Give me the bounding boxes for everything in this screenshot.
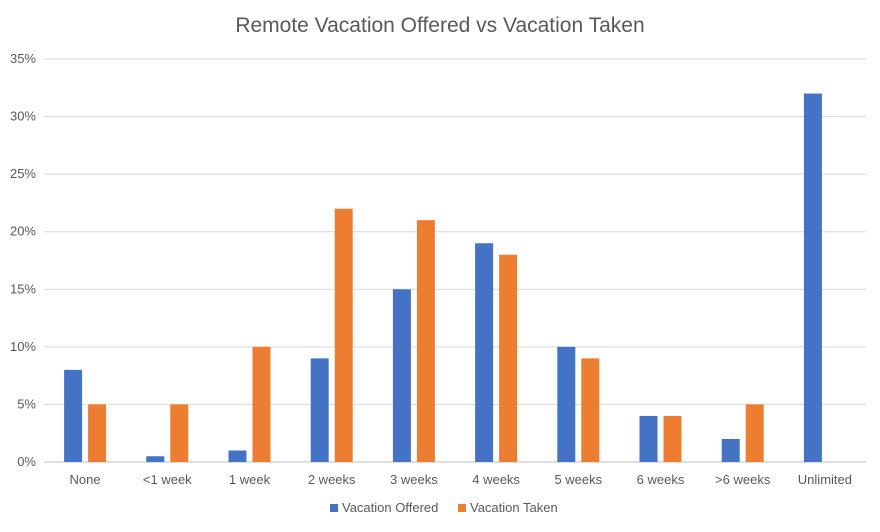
y-tick-label: 5% xyxy=(17,396,36,411)
y-tick-label: 25% xyxy=(10,166,36,181)
legend-label: Vacation Offered xyxy=(342,500,438,515)
bar-vacation-offered xyxy=(146,456,165,462)
x-tick-label: 5 weeks xyxy=(554,472,602,487)
y-tick-label: 15% xyxy=(10,281,36,296)
bar-vacation-offered xyxy=(228,450,247,462)
bar-vacation-offered xyxy=(639,415,658,462)
bar-vacation-offered xyxy=(721,438,740,462)
bar-vacation-taken xyxy=(334,208,353,462)
y-tick-label: 10% xyxy=(10,339,36,354)
y-tick-label: 30% xyxy=(10,109,36,124)
bar-vacation-taken xyxy=(170,404,189,462)
bar-vacation-taken xyxy=(252,346,271,462)
bar-vacation-taken xyxy=(88,404,107,462)
bar-vacation-offered xyxy=(392,289,411,462)
x-tick-label: 4 weeks xyxy=(472,472,520,487)
x-tick-label: 1 week xyxy=(229,472,271,487)
x-tick-label: 3 weeks xyxy=(390,472,438,487)
bar-vacation-taken xyxy=(663,415,682,462)
legend-swatch xyxy=(330,504,338,512)
bar-vacation-offered xyxy=(803,93,822,463)
legend-label: Vacation Taken xyxy=(470,500,558,515)
x-tick-label: 6 weeks xyxy=(637,472,685,487)
chart-title: Remote Vacation Offered vs Vacation Take… xyxy=(235,14,644,37)
bar-vacation-taken xyxy=(499,254,518,462)
legend: Vacation Offered Vacation Taken xyxy=(330,500,558,515)
x-axis-ticks: None <1 week 1 week 2 weeks 3 weeks 4 weeks 5 … xyxy=(70,472,852,487)
x-tick-label: 2 weeks xyxy=(308,472,356,487)
bar-vacation-taken xyxy=(581,358,600,462)
bar-vacation-offered xyxy=(557,346,576,462)
bar-vacation-taken xyxy=(745,404,764,462)
bar-vacation-offered xyxy=(64,369,83,462)
bar-vacation-offered xyxy=(310,358,329,462)
y-tick-label: 20% xyxy=(10,224,36,239)
y-axis-ticks: 0% 5% 10% 15% 20% 25% 30% 35% xyxy=(10,51,36,469)
bars xyxy=(64,93,822,463)
x-tick-label: <1 week xyxy=(143,472,192,487)
gridlines xyxy=(44,58,866,463)
y-tick-label: 35% xyxy=(10,51,36,66)
bar-vacation-taken xyxy=(416,220,435,462)
y-tick-label: 0% xyxy=(17,454,36,469)
x-tick-label: Unlimited xyxy=(798,472,852,487)
x-tick-label: >6 weeks xyxy=(715,472,771,487)
bar-vacation-offered xyxy=(475,243,494,462)
x-tick-label: None xyxy=(70,472,101,487)
legend-swatch xyxy=(458,504,466,512)
